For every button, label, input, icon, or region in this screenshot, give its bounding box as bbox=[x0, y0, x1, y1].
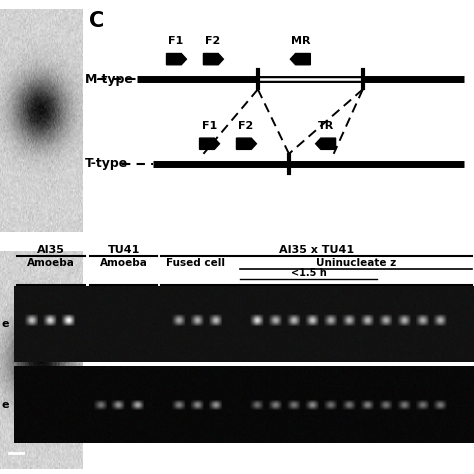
Text: e: e bbox=[1, 319, 9, 329]
Text: <1.5 h: <1.5 h bbox=[291, 268, 327, 278]
Text: Fused cell: Fused cell bbox=[166, 258, 225, 268]
Polygon shape bbox=[166, 54, 186, 65]
Polygon shape bbox=[203, 54, 223, 65]
Text: F1: F1 bbox=[201, 121, 217, 131]
Text: AI35 x TU41: AI35 x TU41 bbox=[279, 245, 355, 255]
Polygon shape bbox=[200, 138, 219, 149]
Polygon shape bbox=[237, 138, 256, 149]
Text: MR: MR bbox=[291, 36, 310, 46]
Text: C: C bbox=[89, 11, 104, 31]
Text: Amoeba: Amoeba bbox=[100, 258, 147, 268]
Text: Uninucleate z: Uninucleate z bbox=[316, 258, 396, 268]
Text: e: e bbox=[1, 400, 9, 410]
Polygon shape bbox=[291, 54, 310, 65]
Text: AI35: AI35 bbox=[37, 245, 65, 255]
Text: F2: F2 bbox=[238, 121, 254, 131]
Polygon shape bbox=[316, 138, 336, 149]
Text: TU41: TU41 bbox=[108, 245, 140, 255]
Text: Amoeba: Amoeba bbox=[27, 258, 75, 268]
Text: T-type: T-type bbox=[85, 157, 128, 170]
Text: F1: F1 bbox=[168, 36, 184, 46]
Text: F2: F2 bbox=[205, 36, 221, 46]
Text: M-type: M-type bbox=[85, 73, 134, 86]
Text: TR: TR bbox=[318, 121, 334, 131]
